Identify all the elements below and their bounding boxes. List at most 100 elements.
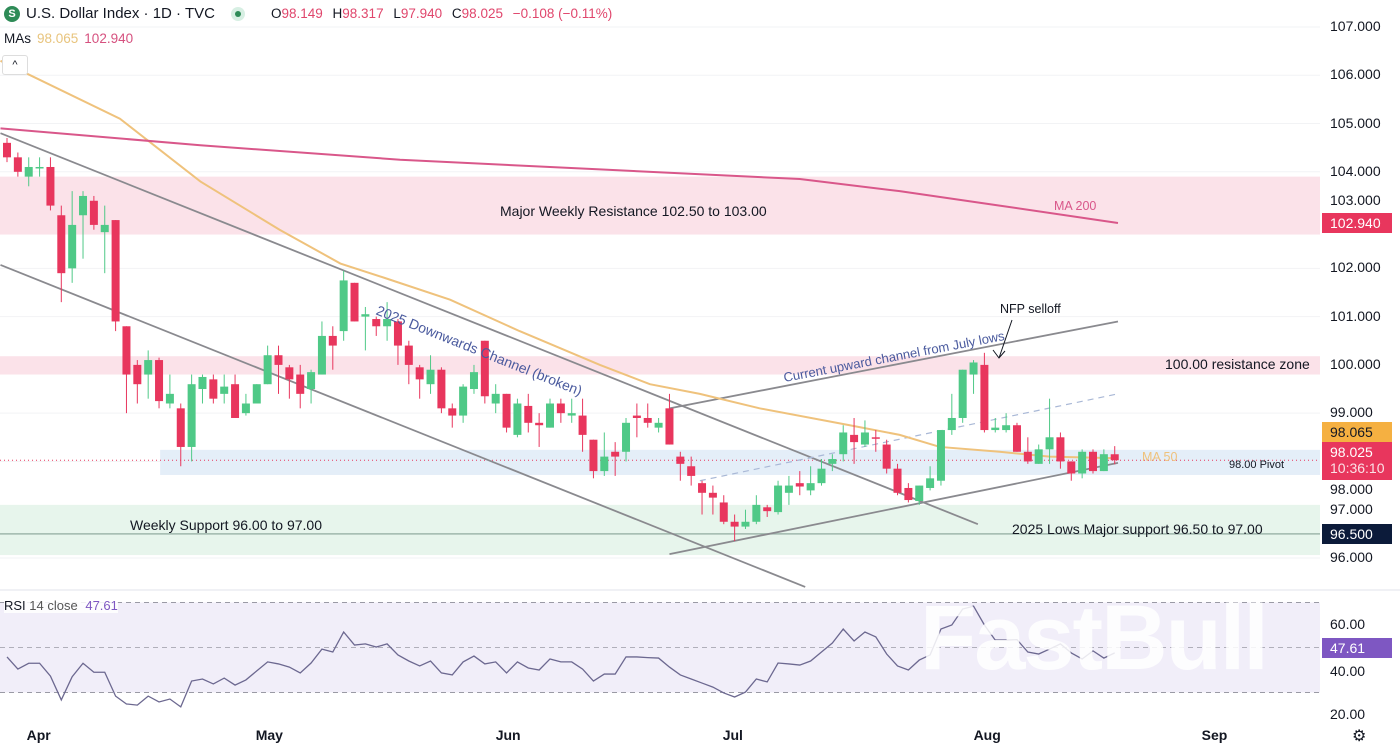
candle-down xyxy=(687,466,696,476)
candle-up xyxy=(860,432,869,445)
trendline-up-channel-lower xyxy=(669,461,1119,555)
resistance-100-label: 100.00 resistance zone xyxy=(1165,356,1310,372)
lows-support-label: 2025 Lows Major support 96.50 to 97.00 xyxy=(1012,521,1263,537)
candle-down xyxy=(57,215,66,274)
candle-up xyxy=(1099,454,1108,472)
market-open-icon xyxy=(230,6,245,21)
weekly-resistance-label: Major Weekly Resistance 102.50 to 103.00 xyxy=(500,203,767,219)
candle-up xyxy=(361,314,370,317)
time-axis-label: May xyxy=(255,727,283,743)
candle-down xyxy=(850,434,859,443)
zone-pivot xyxy=(160,449,1321,475)
chevron-up-icon: ^ xyxy=(12,59,18,71)
candle-up xyxy=(784,485,793,493)
candle-down xyxy=(274,355,283,365)
candle-up xyxy=(622,422,631,452)
nfp-arrow-icon xyxy=(992,319,1013,359)
candle-down xyxy=(1067,461,1076,474)
candle-down xyxy=(437,369,446,409)
candle-up xyxy=(24,166,33,177)
candle-down xyxy=(296,374,305,394)
candle-up xyxy=(958,369,967,418)
candle-down xyxy=(122,326,131,375)
candle-up xyxy=(969,362,978,375)
candle-down xyxy=(3,142,11,158)
ma200-line xyxy=(0,127,1119,224)
zone-resistance xyxy=(0,356,1320,375)
candle-down xyxy=(980,364,989,431)
price-axis-label: 105.000 xyxy=(1330,114,1381,131)
candle-up xyxy=(654,422,663,428)
candle-up xyxy=(513,403,522,435)
ma50-line xyxy=(0,59,1119,460)
candle-up xyxy=(947,417,956,431)
candle-up xyxy=(491,393,500,404)
candle-down xyxy=(415,367,424,380)
candle-down xyxy=(904,487,913,501)
ma-legend[interactable]: MAs 98.065 102.940 xyxy=(4,31,134,46)
candle-down xyxy=(1089,451,1097,472)
candle-up xyxy=(1002,425,1011,431)
collapse-legend-button[interactable]: ^ xyxy=(2,55,28,75)
rsi-legend[interactable]: RSI 14 close 47.61 xyxy=(4,598,118,613)
trendline-up-channel-upper xyxy=(669,320,1119,410)
candle-down xyxy=(730,521,739,527)
fastbull-watermark: FastBull xyxy=(920,587,1269,689)
rsi-axis-label: 60.00 xyxy=(1330,616,1366,632)
candle-up xyxy=(241,403,250,414)
candle-down xyxy=(448,408,457,416)
price-axis-label: 107.000 xyxy=(1330,18,1381,34)
rsi-axis-label: 20.00 xyxy=(1330,706,1366,722)
candle-down xyxy=(676,456,685,464)
candle-down xyxy=(372,319,381,327)
candle-down xyxy=(632,415,641,418)
time-axis-label: Jun xyxy=(495,727,521,743)
candle-up xyxy=(79,195,88,216)
price-axis-label: 104.000 xyxy=(1330,162,1381,179)
price-axis-label: 100.000 xyxy=(1330,355,1381,372)
candle-up xyxy=(1078,451,1087,474)
candle-up xyxy=(839,432,848,455)
time-axis-label: Sep xyxy=(1201,727,1228,743)
gear-icon[interactable]: ⚙ xyxy=(1352,728,1367,745)
candle-up xyxy=(806,483,815,491)
symbol-title[interactable]: U.S. Dollar Index · 1D · TVC xyxy=(26,5,215,22)
zone-resistance xyxy=(0,176,1320,235)
candle-down xyxy=(556,403,565,414)
candle-up xyxy=(926,478,935,488)
low-value: 97.940 xyxy=(400,6,443,21)
candle-up xyxy=(567,413,576,416)
ma200-label: MA 200 xyxy=(1054,199,1097,213)
symbol-logo-icon: S xyxy=(4,5,20,22)
candle-up xyxy=(546,403,554,428)
price-axis-label: 99.000 xyxy=(1330,404,1373,421)
candle-down xyxy=(763,507,772,512)
candle-up xyxy=(165,393,174,404)
time-axis-label: Aug xyxy=(973,727,1001,743)
candle-down xyxy=(111,220,120,322)
time-axis-label: Apr xyxy=(26,727,51,743)
ma50-price-badge: 98.065 xyxy=(1322,422,1392,442)
candle-down xyxy=(393,321,402,346)
candle-up xyxy=(469,372,478,390)
candle-down xyxy=(871,437,880,439)
price-axis-label: 103.000 xyxy=(1330,192,1381,208)
candle-down xyxy=(133,364,142,385)
candle-down xyxy=(882,444,891,469)
candle-down xyxy=(350,282,359,322)
candle-up xyxy=(459,386,468,416)
candle-up xyxy=(991,427,1000,431)
candle-down xyxy=(480,340,489,397)
rsi-legend-value: 47.61 xyxy=(85,598,118,613)
candle-down xyxy=(328,335,337,346)
candle-down xyxy=(231,384,240,418)
close-value: 98.025 xyxy=(461,6,503,21)
candle-up xyxy=(915,485,924,502)
candle-up xyxy=(1034,449,1043,464)
chart-header: S U.S. Dollar Index · 1D · TVC O98.149 H… xyxy=(4,5,612,22)
bar-countdown: 10:36:10 xyxy=(1330,460,1385,476)
candle-down xyxy=(893,468,902,493)
candle-down xyxy=(1023,451,1032,462)
ma50-legend-value: 98.065 xyxy=(37,31,79,46)
